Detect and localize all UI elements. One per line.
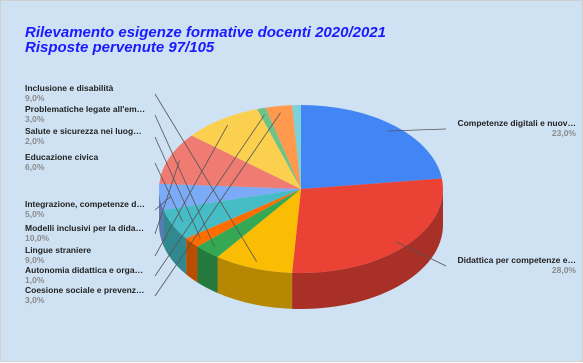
leader-line bbox=[154, 195, 172, 211]
slice-percent: 3,0% bbox=[25, 295, 45, 305]
slice-percent: 1,0% bbox=[25, 275, 45, 285]
leader-line bbox=[154, 93, 258, 262]
chart-subtitle: Risposte pervenute 97/105 bbox=[25, 39, 215, 56]
pie-slice-side bbox=[186, 238, 198, 283]
pie-slice bbox=[217, 189, 301, 273]
leader-line bbox=[154, 160, 180, 235]
leader-line bbox=[154, 124, 228, 257]
pie-side-layer bbox=[159, 189, 443, 309]
slice-label: Inclusione e disabilità bbox=[25, 83, 114, 93]
leader-lines bbox=[154, 93, 447, 297]
leader-line bbox=[154, 136, 201, 239]
pie-slice bbox=[191, 109, 301, 189]
chart-title-block: Rilevamento esigenze formative docenti 2… bbox=[25, 25, 386, 55]
chart-title: Rilevamento esigenze formative docenti 2… bbox=[25, 24, 386, 41]
slice-percent: 23,0% bbox=[552, 128, 577, 138]
slice-percent: 9,0% bbox=[25, 93, 45, 103]
slice-label: Modelli inclusivi per la dida… bbox=[25, 223, 144, 233]
pie-slice bbox=[197, 189, 301, 257]
slice-label: Salute e sicurezza nei luog… bbox=[25, 126, 142, 136]
slice-label: Educazione civica bbox=[25, 152, 98, 162]
slice-percent: 28,0% bbox=[552, 265, 577, 275]
leader-line bbox=[387, 128, 447, 132]
pie-slice bbox=[186, 189, 301, 247]
slice-label: Didattica per competenze e… bbox=[457, 255, 576, 265]
slice-label: Integrazione, competenze d… bbox=[25, 199, 145, 209]
pie-slice bbox=[163, 189, 301, 239]
pie-slice-side bbox=[197, 246, 218, 293]
slice-percent: 10,0% bbox=[25, 233, 50, 243]
pie-slice-side bbox=[159, 189, 164, 246]
leader-line bbox=[154, 112, 281, 297]
slice-percent: 2,0% bbox=[25, 136, 45, 146]
pie-slice bbox=[257, 107, 301, 189]
slice-percent: 3,0% bbox=[25, 114, 45, 124]
pie-slice bbox=[265, 105, 301, 189]
pie-slice bbox=[301, 105, 442, 189]
slice-label: Problematiche legate all'em… bbox=[25, 104, 145, 114]
slice-labels: Competenze digitali e nuov…23,0% Didattic… bbox=[25, 83, 576, 305]
leader-line bbox=[396, 241, 447, 267]
slice-percent: 5,0% bbox=[25, 209, 45, 219]
slice-label: Autonomia didattica e orga… bbox=[25, 265, 143, 275]
slice-percent: 6,0% bbox=[25, 162, 45, 172]
pie-slice-side bbox=[292, 189, 443, 309]
pie-slice bbox=[159, 135, 301, 189]
pie-top-layer bbox=[159, 105, 443, 273]
slice-label: Competenze digitali e nuov… bbox=[457, 118, 576, 128]
leader-line bbox=[154, 114, 215, 248]
pie-slice bbox=[292, 105, 301, 189]
slice-label: Lingue straniere bbox=[25, 245, 91, 255]
slice-percent: 9,0% bbox=[25, 255, 45, 265]
slice-label: Coesione sociale e prevenz… bbox=[25, 285, 145, 295]
pie-slice bbox=[292, 178, 443, 273]
leader-line bbox=[154, 114, 265, 277]
pie-slice-side bbox=[217, 256, 293, 309]
